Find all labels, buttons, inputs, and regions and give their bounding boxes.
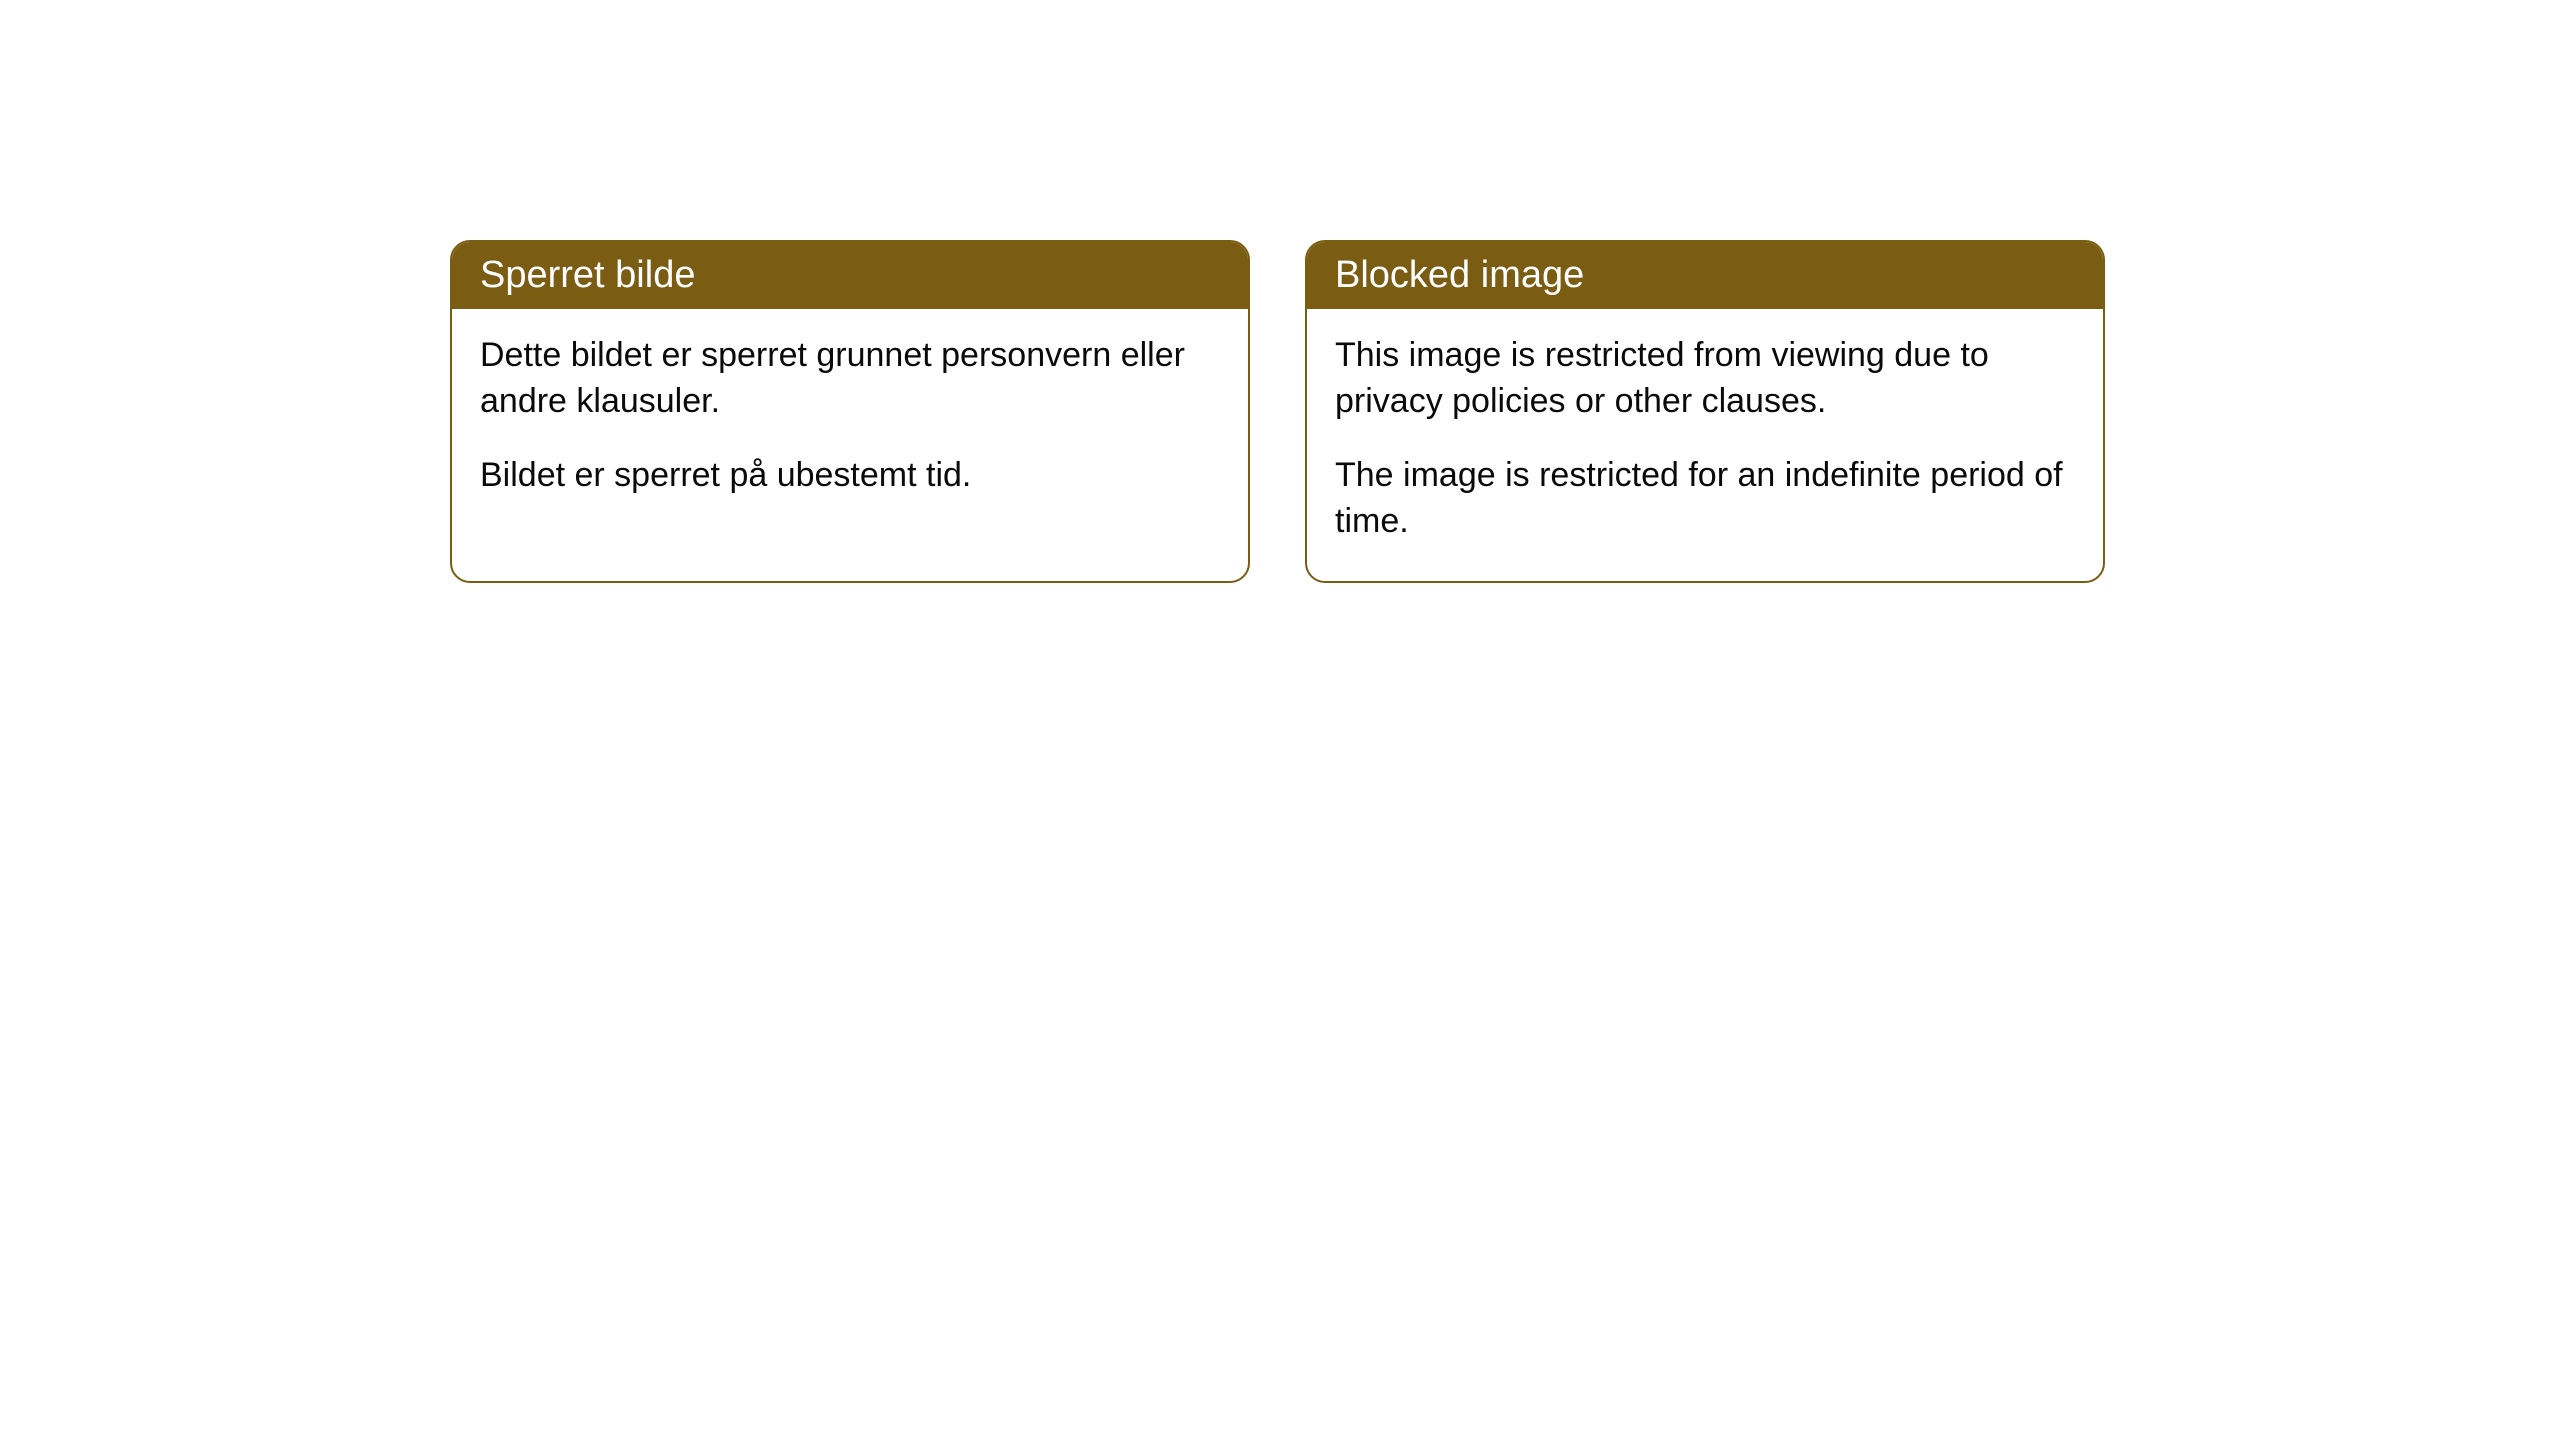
card-header: Sperret bilde [452, 242, 1248, 309]
cards-container: Sperret bilde Dette bildet er sperret gr… [0, 0, 2560, 583]
card-body: Dette bildet er sperret grunnet personve… [452, 309, 1248, 535]
card-body: This image is restricted from viewing du… [1307, 309, 2103, 581]
blocked-image-card-norwegian: Sperret bilde Dette bildet er sperret gr… [450, 240, 1250, 583]
card-header: Blocked image [1307, 242, 2103, 309]
blocked-image-card-english: Blocked image This image is restricted f… [1305, 240, 2105, 583]
card-paragraph-2: The image is restricted for an indefinit… [1335, 453, 2075, 545]
card-paragraph-1: Dette bildet er sperret grunnet personve… [480, 333, 1220, 425]
card-paragraph-1: This image is restricted from viewing du… [1335, 333, 2075, 425]
card-title: Sperret bilde [480, 254, 695, 296]
card-title: Blocked image [1335, 254, 1584, 296]
card-paragraph-2: Bildet er sperret på ubestemt tid. [480, 453, 1220, 499]
